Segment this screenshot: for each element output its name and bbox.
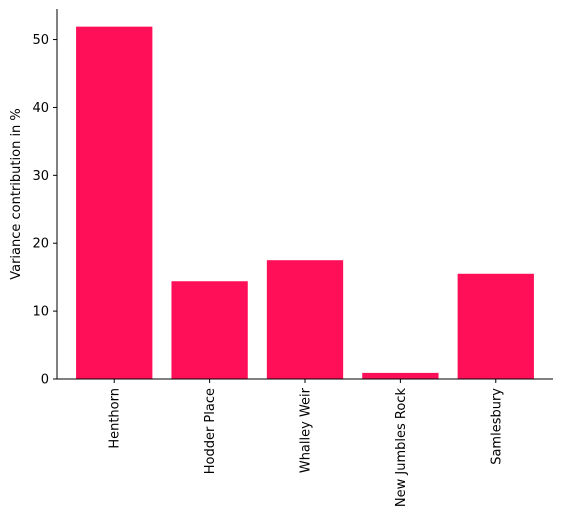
bar-hodder-place xyxy=(171,281,248,379)
y-tick-label: 40 xyxy=(32,101,49,116)
y-axis-ticks: 0 10 20 30 40 50 xyxy=(32,33,57,388)
bar-henthorn xyxy=(76,26,153,380)
x-tick-label: Whalley Weir xyxy=(299,387,314,473)
x-axis-ticks: Henthorn Hodder Place Whalley Weir New Jumb… xyxy=(108,379,504,508)
x-tick-label: Samlesbury xyxy=(489,388,504,465)
bars xyxy=(76,26,534,380)
y-tick-label: 20 xyxy=(32,237,49,252)
y-tick-label: 30 xyxy=(32,169,49,184)
y-tick-label: 50 xyxy=(32,33,49,48)
y-tick-label: 10 xyxy=(32,305,49,320)
y-tick-label: 0 xyxy=(41,373,49,388)
bar-new-jumbles-rock xyxy=(362,372,439,379)
bar-whalley-weir xyxy=(266,260,344,379)
bar-samlesbury xyxy=(457,273,534,379)
x-tick-label: Hodder Place xyxy=(203,388,218,474)
x-tick-label: Henthorn xyxy=(108,388,123,449)
y-axis-label: Variance contribution in % xyxy=(9,108,24,280)
x-tick-label: New Jumbles Rock xyxy=(394,388,409,508)
